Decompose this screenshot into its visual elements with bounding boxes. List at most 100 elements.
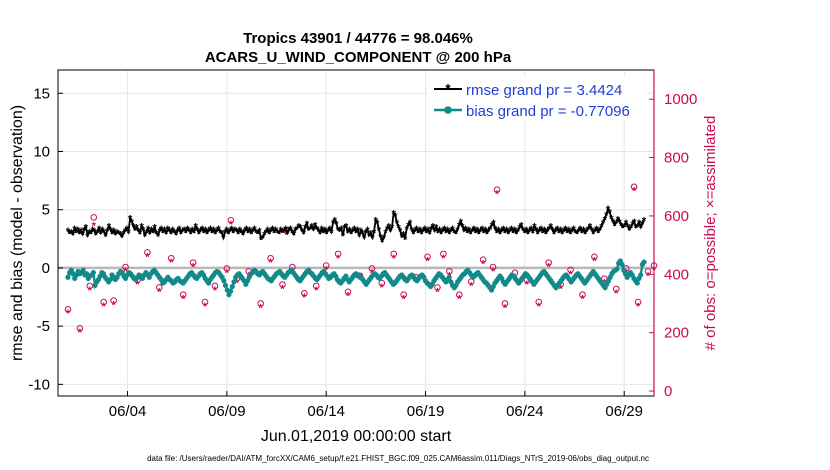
obs-assimilated-point: * bbox=[280, 283, 285, 295]
rmse-point: * bbox=[452, 227, 457, 239]
bias-point bbox=[614, 266, 620, 272]
rmse-point: * bbox=[459, 217, 464, 229]
rmse-point: * bbox=[349, 229, 354, 241]
rmse-point: * bbox=[216, 224, 221, 236]
rmse-point: * bbox=[570, 226, 575, 238]
rmse-point: * bbox=[287, 225, 292, 237]
rmse-point: * bbox=[472, 224, 477, 236]
rmse-point: * bbox=[301, 229, 306, 241]
rmse-point: * bbox=[231, 227, 236, 239]
obs-assimilated-point: * bbox=[181, 294, 186, 306]
rmse-point: * bbox=[367, 231, 372, 243]
rmse-point: * bbox=[423, 224, 428, 236]
rmse-point: * bbox=[585, 226, 590, 238]
rmse-point: * bbox=[414, 224, 419, 236]
obs-assimilated-point: * bbox=[636, 301, 641, 313]
rmse-point: * bbox=[382, 233, 387, 245]
rmse-point: * bbox=[234, 226, 239, 238]
rmse-point: * bbox=[591, 229, 596, 241]
rmse-point: * bbox=[518, 223, 523, 235]
rmse-point: * bbox=[486, 226, 491, 238]
rmse-point: * bbox=[375, 218, 380, 230]
rmse-point: * bbox=[81, 230, 86, 242]
right-axis-ticks: 0 200 400 600 800 1000 bbox=[649, 91, 697, 400]
obs-possible-point bbox=[279, 281, 286, 288]
rmse-point: * bbox=[102, 227, 107, 239]
rmse-point: * bbox=[197, 229, 202, 241]
rmse-point: * bbox=[630, 219, 635, 231]
rmse-point: * bbox=[609, 213, 614, 225]
rmse-point: * bbox=[149, 225, 154, 237]
rmse-point: * bbox=[193, 222, 198, 234]
rmse-point: * bbox=[606, 204, 611, 216]
rmse-point: * bbox=[580, 227, 585, 239]
y-tick-label: -10 bbox=[28, 376, 50, 393]
rmse-point: * bbox=[364, 227, 369, 239]
rmse-point: * bbox=[159, 224, 164, 236]
rmse-point: * bbox=[449, 226, 454, 238]
rmse-point: * bbox=[405, 224, 410, 236]
rmse-point: * bbox=[418, 225, 423, 237]
rmse-point: * bbox=[562, 226, 567, 238]
rmse-point: * bbox=[156, 231, 161, 243]
obs-possible-point bbox=[424, 253, 431, 261]
bias-point bbox=[641, 259, 647, 265]
rmse-point: * bbox=[537, 226, 542, 238]
obs-possible-point bbox=[378, 279, 386, 287]
rmse-point: * bbox=[261, 233, 266, 245]
rmse-point: * bbox=[267, 229, 272, 241]
obs-possible-point bbox=[227, 217, 235, 224]
rmse-point: * bbox=[612, 220, 617, 232]
obs-assimilated-point: * bbox=[135, 279, 140, 291]
rmse-point: * bbox=[509, 224, 514, 236]
rmse-point: * bbox=[490, 220, 495, 232]
rmse-point: * bbox=[223, 227, 228, 239]
rmse-point: * bbox=[355, 225, 360, 237]
obs-possible-point bbox=[390, 250, 398, 258]
rmse-point: * bbox=[323, 225, 328, 237]
obs-assimilated-point: * bbox=[547, 262, 552, 274]
rmse-point: * bbox=[385, 224, 390, 236]
rmse-point: * bbox=[377, 225, 382, 237]
legend-rmse-label: rmse grand pr = 3.4424 bbox=[466, 82, 622, 99]
rmse-point: * bbox=[624, 218, 629, 230]
rmse-point: * bbox=[354, 227, 359, 239]
rmse-point: * bbox=[82, 225, 87, 237]
rmse-point: * bbox=[524, 225, 529, 237]
obs-possible-point bbox=[634, 298, 642, 306]
rmse-point: * bbox=[249, 229, 254, 241]
rmse-point: * bbox=[125, 224, 130, 236]
rmse-point: * bbox=[105, 226, 110, 238]
obs-possible-point bbox=[223, 265, 231, 272]
rmse-point: * bbox=[247, 225, 252, 237]
rmse-point: * bbox=[211, 225, 216, 237]
bias-point bbox=[90, 269, 96, 276]
rmse-point: * bbox=[380, 237, 385, 249]
obs-assimilated-point: * bbox=[495, 189, 500, 201]
data-file-footnote: data file: /Users/raeder/DAI/ATM_forcXX/… bbox=[147, 454, 649, 463]
rmse-point: * bbox=[369, 229, 374, 241]
obs-assimilated-point: * bbox=[402, 294, 407, 306]
rmse-point: * bbox=[85, 231, 90, 243]
legend-bias-label: bias grand pr = -0.77096 bbox=[466, 103, 630, 120]
rmse-point: * bbox=[488, 224, 493, 236]
right-y-tick-label: 0 bbox=[664, 383, 672, 400]
rmse-point: * bbox=[177, 224, 182, 236]
legend-bias-marker bbox=[444, 106, 452, 114]
rmse-point: * bbox=[485, 229, 490, 241]
rmse-point: * bbox=[360, 229, 365, 241]
obs-assimilated-point: * bbox=[235, 278, 240, 290]
rmse-point: * bbox=[539, 224, 544, 236]
rmse-point: * bbox=[84, 223, 89, 235]
rmse-point: * bbox=[504, 225, 509, 237]
rmse-point: * bbox=[359, 226, 364, 238]
bias-point bbox=[619, 261, 625, 268]
rmse-point: * bbox=[495, 227, 500, 239]
rmse-point: * bbox=[143, 231, 148, 243]
obs-assimilated-point: * bbox=[169, 257, 174, 269]
obs-assimilated-point: * bbox=[191, 262, 196, 274]
rmse-point: * bbox=[619, 220, 624, 232]
rmse-point: * bbox=[256, 229, 261, 241]
rmse-point: * bbox=[596, 227, 601, 239]
